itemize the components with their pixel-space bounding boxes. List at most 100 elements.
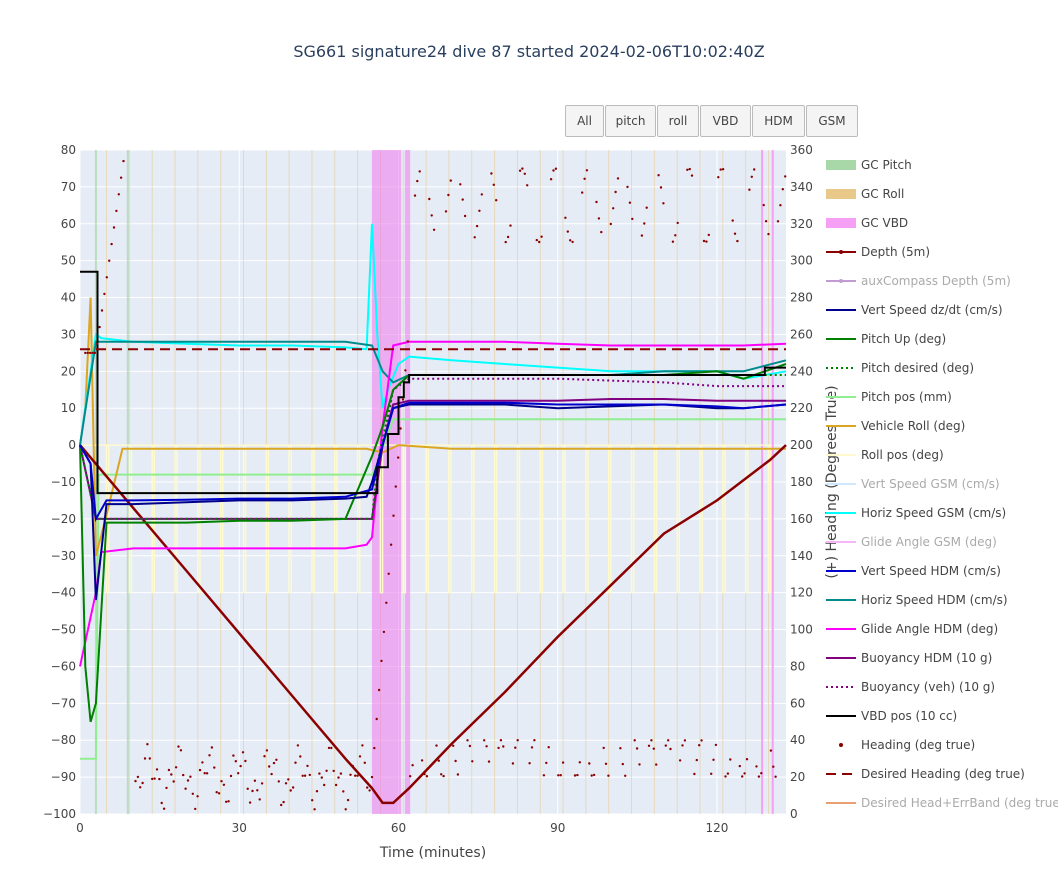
heading-marker [609, 222, 612, 226]
legend-item[interactable]: Vert Speed GSM (cm/s) [826, 477, 1000, 491]
heading-marker [741, 775, 744, 778]
heading-marker [225, 800, 228, 803]
heading-marker [303, 774, 307, 777]
heading-marker [339, 772, 343, 775]
heading-marker [382, 630, 386, 634]
heading-marker [523, 172, 526, 175]
heading-marker [299, 755, 302, 758]
heading-marker [143, 757, 147, 760]
heading-marker [337, 776, 340, 779]
heading-marker [289, 789, 292, 792]
heading-marker [750, 175, 753, 178]
button-bar: All pitch roll VBD HDM GSM [565, 105, 859, 137]
legend-item[interactable]: Vert Speed HDM (cm/s) [826, 564, 1001, 578]
all-button[interactable]: All [565, 105, 604, 137]
legend-item[interactable]: auxCompass Depth (5m) [826, 274, 1011, 288]
left-tick-label: 0 [68, 438, 76, 452]
heading-marker [564, 216, 567, 219]
legend-item[interactable]: Buoyancy HDM (10 g) [826, 651, 992, 665]
hdm-button[interactable]: HDM [752, 105, 805, 137]
legend-item[interactable]: Roll pos (deg) [826, 448, 944, 462]
heading-marker [397, 456, 400, 459]
heading-marker [504, 240, 507, 244]
heading-marker [657, 174, 660, 177]
legend-swatch [826, 218, 856, 228]
heading-marker [698, 744, 701, 747]
legend-label: Pitch Up (deg) [861, 332, 946, 346]
vbd-button[interactable]: VBD [700, 105, 751, 137]
heading-marker [583, 177, 586, 180]
series-heading-markers [84, 159, 787, 811]
heading-marker [108, 259, 111, 262]
legend-item[interactable]: VBD pos (10 cc) [826, 709, 957, 723]
gsm-button[interactable]: GSM [806, 105, 858, 137]
legend-item[interactable]: GC VBD [826, 216, 908, 230]
heading-marker [485, 745, 488, 748]
heading-marker [139, 786, 142, 789]
heading-marker [578, 761, 581, 764]
heading-marker [435, 744, 438, 747]
heading-marker [664, 744, 667, 747]
legend-item[interactable]: Pitch pos (mm) [826, 390, 952, 404]
legend-item[interactable]: Horiz Speed GSM (cm/s) [826, 506, 1006, 520]
heading-marker [418, 170, 421, 173]
heading-marker [604, 762, 608, 765]
x-tick-label: 30 [232, 821, 247, 835]
heading-marker [452, 744, 455, 747]
legend-item[interactable]: GC Roll [826, 187, 904, 201]
legend-marker [839, 250, 843, 254]
legend-item[interactable]: Pitch desired (deg) [826, 361, 974, 375]
heading-marker [177, 745, 180, 748]
heading-marker [769, 749, 773, 752]
heading-marker [191, 792, 194, 795]
legend-item[interactable]: Glide Angle GSM (deg) [826, 535, 997, 549]
right-tick-label: 240 [790, 364, 813, 378]
heading-marker [655, 763, 658, 766]
heading-marker [511, 762, 515, 765]
legend-item[interactable]: Desired Head+ErrBand (deg true) [826, 796, 1058, 810]
left-tick-label: −60 [51, 659, 76, 673]
legend-item[interactable]: Horiz Speed HDM (cm/s) [826, 593, 1008, 607]
right-tick-label: 60 [790, 696, 805, 710]
heading-marker [554, 167, 558, 170]
heading-marker [91, 351, 94, 355]
heading-marker [683, 739, 687, 742]
legend-item[interactable]: GC Pitch [826, 158, 912, 172]
heading-marker [401, 398, 405, 401]
series-roll-pos [80, 444, 772, 594]
heading-marker [241, 751, 245, 754]
heading-marker [528, 762, 531, 765]
heading-marker [440, 773, 443, 776]
heading-marker [767, 232, 770, 236]
left-tick-label: −10 [51, 475, 76, 489]
heading-marker [260, 782, 264, 785]
legend-item[interactable]: Desired Heading (deg true) [826, 767, 1025, 781]
heading-marker [640, 234, 644, 237]
legend-item[interactable]: Vert Speed dz/dt (cm/s) [826, 303, 1003, 317]
heading-marker [738, 764, 741, 768]
legend-marker [839, 279, 843, 283]
heading-marker [155, 768, 159, 771]
legend-item[interactable]: Glide Angle HDM (deg) [826, 622, 998, 636]
legend-item[interactable]: Buoyancy (veh) (10 g) [826, 680, 995, 694]
heading-marker [308, 773, 311, 777]
legend-item[interactable]: Pitch Up (deg) [826, 332, 946, 346]
heading-marker [669, 747, 672, 751]
roll-button[interactable]: roll [657, 105, 699, 137]
pitch-button[interactable]: pitch [605, 105, 656, 137]
series-group [79, 159, 787, 811]
heading-marker [518, 169, 522, 172]
legend-item[interactable]: Depth (5m) [826, 245, 930, 259]
heading-marker [633, 739, 636, 742]
heading-marker [626, 185, 629, 189]
series-vert-speed-hdm-cm-s [79, 401, 787, 523]
heading-marker [693, 772, 696, 776]
heading-marker [404, 369, 407, 372]
heading-marker [581, 191, 584, 194]
legend-label: Glide Angle HDM (deg) [861, 622, 998, 636]
heading-marker [296, 744, 300, 747]
heading-marker [736, 239, 739, 243]
legend-item[interactable]: Vehicle Roll (deg) [826, 419, 965, 433]
legend-item[interactable]: Heading (deg true) [839, 738, 975, 752]
heading-marker [356, 774, 359, 777]
